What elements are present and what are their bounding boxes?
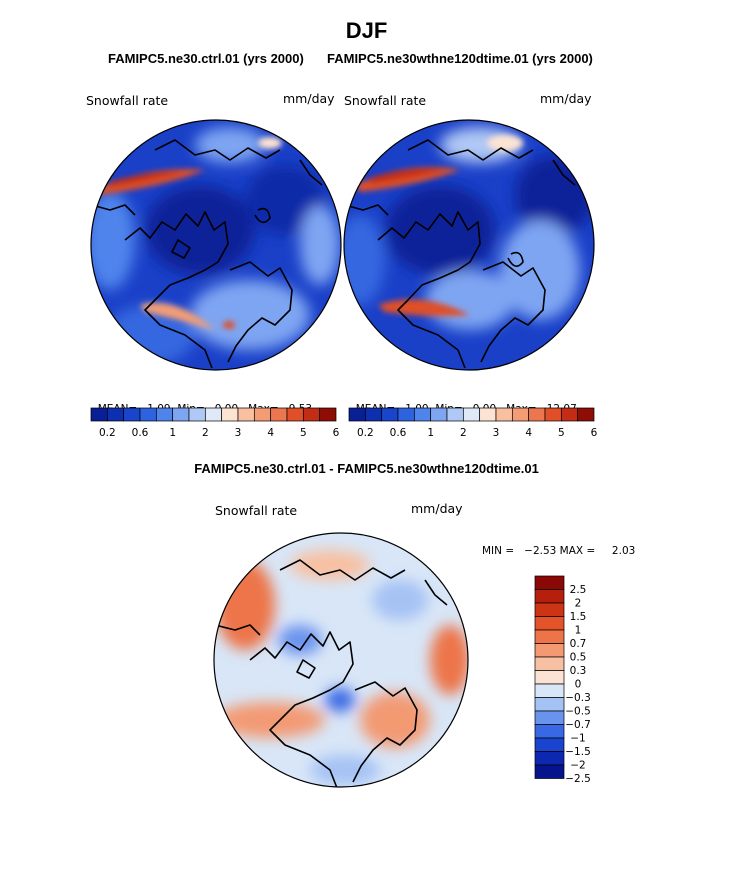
difference-colorbar-tick: 0.3 <box>570 665 587 677</box>
difference-colorbar-tick: 0.7 <box>570 638 587 650</box>
difference-colorbar-swatch <box>534 764 565 779</box>
difference-colorbar-tick: −2 <box>570 760 585 772</box>
difference-colorbar-swatch <box>534 751 565 766</box>
difference-colorbar-swatch <box>534 697 565 712</box>
panel-2-units-label: mm/day <box>540 91 592 106</box>
difference-colorbar-tick: −0.5 <box>565 706 591 718</box>
difference-colorbar-swatch <box>534 629 565 644</box>
difference-colorbar-tick: 0.5 <box>570 652 587 664</box>
panel-2-colorbar-tick: 2 <box>460 427 467 439</box>
panel-1-colorbar-swatch <box>237 407 255 422</box>
panel-1-colorbar-tick: 3 <box>235 427 242 439</box>
difference-colorbar-tick: −0.7 <box>565 719 591 731</box>
panel-2-map <box>344 120 594 370</box>
panel-2-colorbar-tick: 1 <box>427 427 434 439</box>
difference-colorbar-tick: −1 <box>570 733 585 745</box>
difference-colorbar-tick: −0.3 <box>565 692 591 704</box>
difference-colorbar-tick: 0 <box>575 679 582 691</box>
panel-1-subtitle: FAMIPC5.ne30.ctrl.01 (yrs 2000) <box>108 51 304 66</box>
panel-1-colorbar-swatch <box>270 407 288 422</box>
difference-colorbar-swatch <box>534 643 565 658</box>
difference-colorbar-tick: 2.5 <box>570 584 587 596</box>
panel-1-colorbar-tick: 0.2 <box>99 427 116 439</box>
difference-map-border <box>213 532 469 788</box>
panel-1-colorbar-swatch <box>188 407 206 422</box>
panel-2-colorbar-swatch <box>544 407 562 422</box>
panel-2-colorbar-swatch <box>446 407 464 422</box>
panel-2-colorbar-tick: 3 <box>493 427 500 439</box>
difference-colorbar-tick: 2 <box>575 598 582 610</box>
panel-2-colorbar-swatch <box>348 407 366 422</box>
difference-colorbar-swatch <box>534 737 565 752</box>
difference-variable-label: Snowfall rate <box>215 503 298 518</box>
difference-units-label: mm/day <box>411 501 463 516</box>
panel-1-units-label: mm/day <box>283 91 335 106</box>
difference-colorbar-tick: −2.5 <box>565 773 591 785</box>
panel-2-colorbar-swatch <box>364 407 383 422</box>
difference-colorbar-swatch <box>534 589 565 604</box>
panel-2-colorbar-swatch <box>495 407 513 422</box>
panel-1-colorbar-swatch <box>123 407 141 422</box>
panel-1-colorbar-swatch <box>139 407 157 422</box>
difference-colorbar-swatch <box>534 710 565 725</box>
panel-1-colorbar-swatch <box>319 407 337 422</box>
panel-2-colorbar-tick: 6 <box>591 427 598 439</box>
panel-1-colorbar-swatch <box>253 407 272 422</box>
panel-2-map-border <box>343 119 595 371</box>
panel-1-colorbar-tick: 4 <box>267 427 274 439</box>
difference-min-max-text: MIN = −2.53 MAX = 2.03 <box>482 545 636 557</box>
difference-colorbar-swatch <box>534 683 565 698</box>
panel-2-colorbar-swatch <box>397 407 415 422</box>
difference-subtitle: FAMIPC5.ne30.ctrl.01 - FAMIPC5.ne30wthne… <box>194 461 539 476</box>
panel-2-subtitle: FAMIPC5.ne30wthne120dtime.01 (yrs 2000) <box>327 51 593 66</box>
panel-2-colorbar-swatch <box>511 407 530 422</box>
panel-1-colorbar-swatch <box>155 407 174 422</box>
panel-2-colorbar-swatch <box>462 407 481 422</box>
panel-1-colorbar-tick: 0.6 <box>132 427 149 439</box>
panel-1-colorbar-tick: 6 <box>333 427 340 439</box>
difference-map <box>214 533 468 787</box>
panel-1-colorbar-swatch <box>221 407 239 422</box>
panel-2-colorbar-swatch <box>560 407 579 422</box>
panel-2-colorbar-swatch <box>528 407 546 422</box>
panel-2-colorbar-tick: 5 <box>558 427 565 439</box>
panel-1-colorbar-swatch <box>286 407 304 422</box>
panel-1-variable-label: Snowfall rate <box>86 93 169 108</box>
difference-colorbar-swatch <box>534 616 565 631</box>
difference-colorbar-swatch <box>534 670 565 685</box>
panel-1-colorbar-tick: 2 <box>202 427 209 439</box>
difference-colorbar-swatch <box>534 724 565 739</box>
panel-2-colorbar-tick: 0.6 <box>390 427 407 439</box>
panel-1-colorbar-swatch <box>204 407 223 422</box>
panel-2-colorbar-tick: 4 <box>525 427 532 439</box>
panel-2-colorbar-swatch <box>577 407 595 422</box>
difference-colorbar-swatch <box>534 575 565 590</box>
panel-1-colorbar-swatch <box>302 407 321 422</box>
difference-colorbar-tick: −1.5 <box>565 746 591 758</box>
difference-colorbar-tick: 1 <box>575 625 582 637</box>
panel-1-colorbar-swatch <box>106 407 125 422</box>
difference-colorbar-swatch <box>534 602 565 617</box>
panel-2-colorbar-swatch <box>479 407 497 422</box>
panel-1-colorbar-swatch <box>172 407 190 422</box>
difference-colorbar-tick: 1.5 <box>570 611 587 623</box>
figure-title: DJF <box>345 18 388 43</box>
panel-2-colorbar-tick: 0.2 <box>357 427 374 439</box>
panel-2-colorbar-swatch <box>381 407 399 422</box>
panel-2-variable-label: Snowfall rate <box>344 93 427 108</box>
difference-colorbar-swatch <box>534 656 565 671</box>
panel-2-colorbar-swatch <box>413 407 432 422</box>
panel-1-colorbar-tick: 1 <box>169 427 176 439</box>
panel-1-colorbar-swatch <box>90 407 108 422</box>
panel-2-colorbar-swatch <box>430 407 448 422</box>
panel-1-colorbar-tick: 5 <box>300 427 307 439</box>
panel-1-map <box>91 120 341 370</box>
panel-1-map-border <box>90 119 342 371</box>
